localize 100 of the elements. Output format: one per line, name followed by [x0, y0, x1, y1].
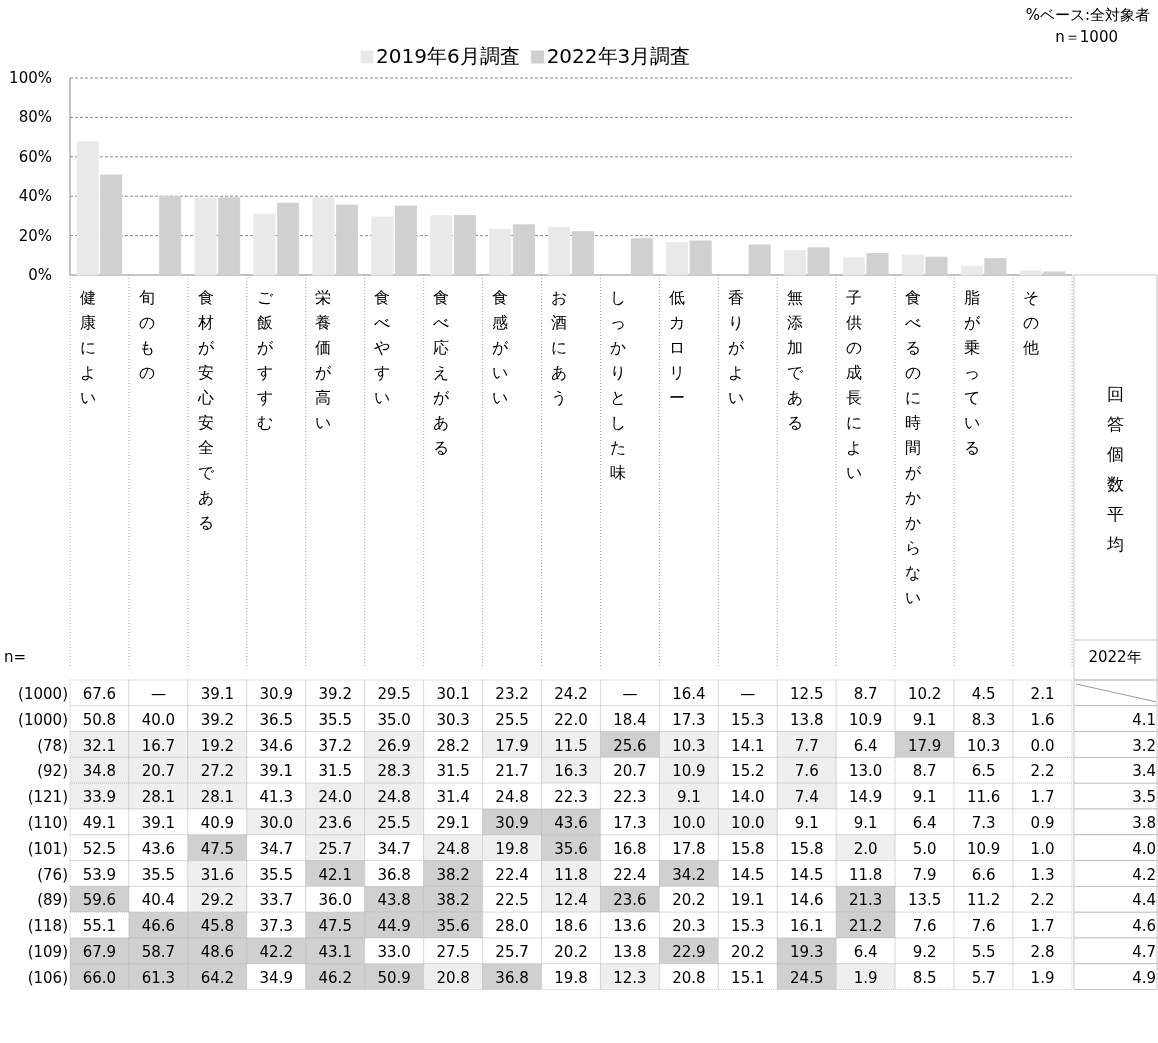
- data-label: 36.8: [377, 865, 411, 884]
- data-label: 22.3: [554, 788, 588, 807]
- data-label: 6.4: [853, 736, 878, 755]
- bar: [218, 197, 241, 276]
- data-label: 58.7: [141, 942, 176, 961]
- data-label: 15.8: [731, 839, 765, 858]
- data-label: 29.1: [436, 813, 470, 832]
- text: 回答個数平均: [1105, 384, 1124, 554]
- y2-tick-label: 4.2: [1132, 865, 1156, 884]
- data-label: 25.7: [495, 942, 529, 961]
- data-label: 35.5: [318, 710, 352, 729]
- data-label: 20.2: [672, 891, 706, 910]
- data-label: 53.9: [82, 865, 117, 884]
- data-label: 43.6: [141, 839, 176, 858]
- data-label: 6.4: [853, 942, 878, 961]
- data-label: 14.0: [731, 788, 765, 807]
- data-label: 10.9: [966, 839, 1001, 858]
- bar: [277, 202, 300, 276]
- data-label: 17.8: [672, 839, 706, 858]
- data-label: 11.6: [966, 788, 1001, 807]
- bar: [159, 195, 182, 276]
- y-tick-label: (118): [27, 917, 68, 936]
- data-label: 19.2: [200, 736, 235, 755]
- data-label: 38.2: [436, 891, 470, 910]
- x-tick-label: 食べやすい: [374, 288, 391, 407]
- data-label: 25.5: [495, 710, 529, 729]
- data-label: 24.8: [436, 839, 470, 858]
- data-label: 39.2: [200, 710, 235, 729]
- data-label: 45.8: [200, 917, 235, 936]
- x-tick-label: ご飯がすすむ: [256, 288, 274, 432]
- data-label: 6.6: [971, 865, 996, 884]
- data-label: 2.2: [1030, 762, 1055, 781]
- y-tick-label: 0%: [28, 266, 52, 284]
- data-label: 23.6: [318, 813, 352, 832]
- data-label: 46.2: [318, 968, 352, 987]
- data-label: 33.0: [377, 942, 411, 961]
- y-tick-label: (1000): [18, 710, 68, 729]
- data-label: 52.5: [82, 839, 117, 858]
- data-label: 47.5: [318, 917, 352, 936]
- data-label: 10.3: [672, 736, 706, 755]
- bar: [689, 240, 712, 276]
- text: %ベース:全対象者: [1025, 6, 1150, 24]
- x-tick-label: 子供の成長によい: [845, 288, 862, 482]
- data-label: 37.3: [259, 917, 293, 936]
- data-label: 5.5: [971, 942, 996, 961]
- category-label: 食材が安心安全である: [197, 288, 214, 532]
- y2-tick-label: 4.1: [1132, 710, 1156, 729]
- data-label: 24.2: [554, 684, 588, 703]
- data-label: 40.4: [141, 891, 176, 910]
- data-label: 50.9: [377, 968, 411, 987]
- data-label: 20.7: [613, 762, 647, 781]
- data-label: 24.5: [790, 968, 824, 987]
- data-label: 18.4: [613, 710, 647, 729]
- y-tick-label: (109): [27, 942, 68, 961]
- data-label: 20.7: [141, 762, 176, 781]
- data-label: 25.5: [377, 813, 411, 832]
- bar: [1019, 270, 1042, 276]
- x-tick-label: 食べ応えがある: [433, 288, 451, 457]
- bar: [253, 213, 276, 276]
- data-label: 2.1: [1030, 684, 1055, 703]
- data-label: 1.7: [1030, 917, 1055, 936]
- data-label: 39.2: [318, 684, 352, 703]
- data-label: 22.5: [495, 891, 529, 910]
- data-label: 1.3: [1030, 865, 1055, 884]
- data-label: 13.5: [907, 891, 942, 910]
- data-label: 49.1: [82, 813, 117, 832]
- data-label: 42.1: [318, 865, 352, 884]
- bar: [984, 258, 1007, 276]
- data-label: 35.0: [377, 710, 411, 729]
- data-label: 10.2: [907, 684, 942, 703]
- data-label: 11.2: [966, 891, 1001, 910]
- data-label: 15.3: [731, 917, 765, 936]
- data-label: 5.0: [912, 839, 937, 858]
- data-label: 35.6: [554, 839, 588, 858]
- data-label: 7.6: [794, 762, 819, 781]
- y2-tick-label: 3.5: [1132, 788, 1156, 807]
- data-label: 34.7: [259, 839, 293, 858]
- data-label: 40.9: [200, 813, 235, 832]
- data-label: 30.1: [436, 684, 470, 703]
- y-tick-label: (106): [27, 968, 68, 987]
- x-tick-label: 無添加である: [786, 288, 804, 432]
- data-label: 9.1: [853, 813, 878, 832]
- data-label: 39.1: [200, 684, 235, 703]
- category-label: 食べるのに時間がかからない: [904, 288, 921, 607]
- data-label: 43.1: [318, 942, 352, 961]
- data-label: 46.6: [141, 917, 176, 936]
- data-label: 28.3: [377, 762, 411, 781]
- data-label: 7.6: [912, 917, 937, 936]
- data-label: 17.3: [672, 710, 706, 729]
- data-label: 19.3: [790, 942, 824, 961]
- bar: [336, 204, 359, 276]
- data-label: 28.1: [200, 788, 235, 807]
- text: —: [622, 684, 638, 703]
- x-tick-label: 食感がいい: [492, 288, 510, 407]
- data-label: 8.3: [971, 710, 996, 729]
- data-label: 64.2: [200, 968, 235, 987]
- data-label: 22.4: [495, 865, 529, 884]
- y2-tick-label: 4.9: [1132, 968, 1156, 987]
- data-label: 13.6: [613, 917, 647, 936]
- data-label: 11.8: [554, 865, 588, 884]
